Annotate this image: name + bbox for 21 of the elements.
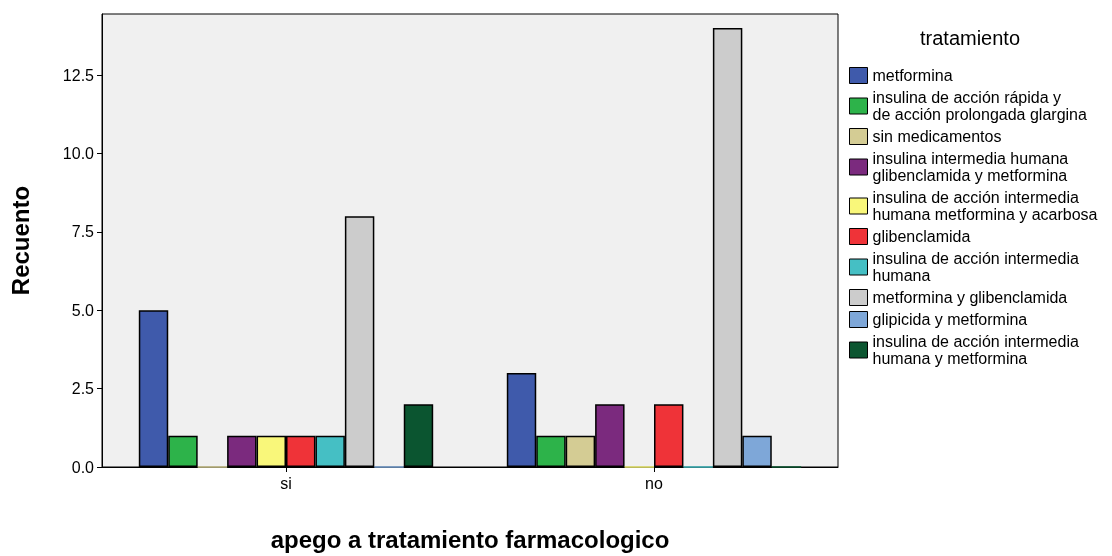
legend-label: glipicida y metformina [872,311,1028,328]
y-tick-label: 5.0 [71,301,95,319]
legend-label: metformina y glibenclamida [872,289,1068,306]
legend-label: insulina de acción rápida y de acción prolongada glargina [872,89,1087,123]
x-axis-title: apego a tratamiento farmacologico [270,525,670,553]
y-tick-label: 2.5 [71,380,95,398]
legend-title: tratamiento [920,27,1021,49]
x-tick-label: no [645,474,663,492]
legend-label: insulina de acción intermedia humana metformina y acarbosa [872,189,1098,223]
legend-label: insulina intermedia humana glibenclamida y metformina [872,150,1073,184]
legend-label: metformina [872,67,953,84]
legend-label: insulina de acción intermedia humana y metformina [872,333,1084,367]
legend-label: insulina de acción intermedia humana [872,250,1084,284]
y-tick-label: 10.0 [62,145,95,163]
y-axis-title: Recuento [6,185,34,296]
legend-label: glibenclamida [872,228,971,245]
y-tick-label: 0.0 [71,458,95,476]
x-tick-label: si [280,474,292,492]
y-tick-label: 12.5 [62,66,95,84]
legend-label: sin medicamentos [872,128,1002,145]
y-tick-label: 7.5 [71,223,95,241]
